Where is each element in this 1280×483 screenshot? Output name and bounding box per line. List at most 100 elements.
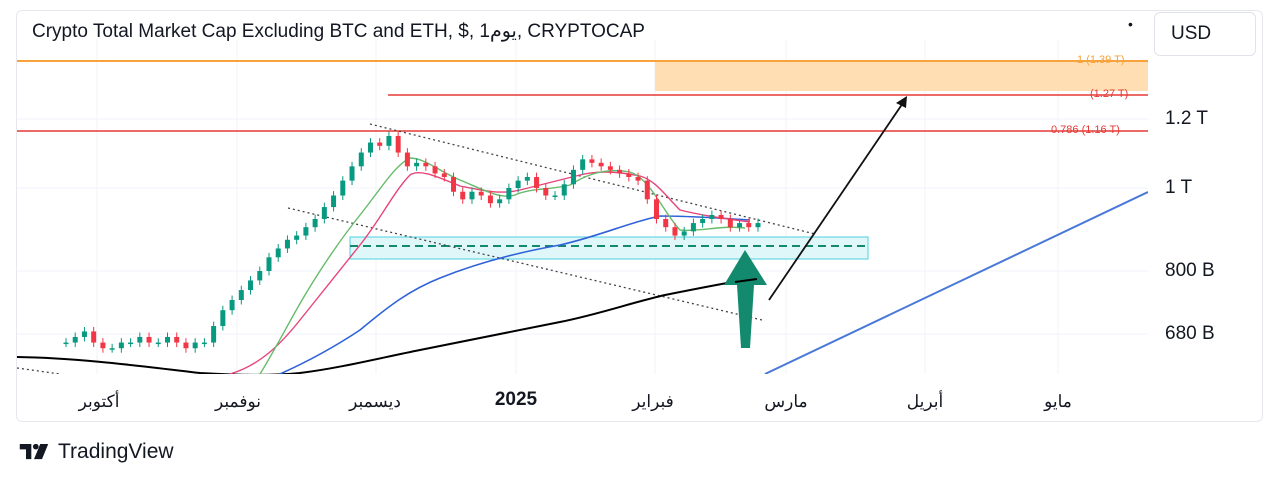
candle-body: [192, 342, 198, 349]
chart-frame: [16, 10, 1263, 422]
candle-body: [681, 231, 687, 236]
candle-body: [543, 188, 549, 196]
candle-body: [460, 191, 466, 200]
candle-body: [737, 223, 743, 228]
time-label-december: ديسمبر: [349, 392, 401, 411]
candle-body: [109, 348, 115, 350]
time-label-march: مارس: [764, 392, 808, 411]
candle-body: [91, 331, 97, 343]
candle-body: [552, 195, 558, 198]
candle-body: [580, 159, 586, 170]
candle-body: [727, 219, 733, 228]
candle-body: [155, 342, 161, 345]
candle-body: [635, 177, 641, 181]
time-label-2025: 2025: [494, 389, 538, 410]
candle-body: [174, 336, 180, 343]
candle-body: [349, 166, 355, 181]
time-label-november: نوفمبر: [215, 392, 261, 411]
candle-body: [469, 191, 475, 200]
candle-body: [211, 326, 217, 343]
candle-body: [100, 342, 106, 349]
candle-body: [248, 280, 254, 291]
candle-body: [497, 199, 503, 204]
candle-body: [441, 173, 447, 178]
candle-body: [487, 195, 493, 204]
candle-body: [626, 173, 632, 178]
time-label-april: أبريل: [906, 392, 944, 411]
green-up-arrow: [724, 250, 767, 348]
candle-body: [284, 239, 290, 249]
candle-body: [220, 310, 226, 327]
candle-body: [690, 223, 696, 232]
candle-body: [146, 336, 152, 343]
candle-body: [229, 299, 235, 311]
fib-label-0786: 0.786 (1.16 T): [1051, 124, 1120, 136]
candle-body: [312, 219, 318, 228]
candle-body: [709, 214, 715, 220]
price-label-1t: 1 T: [1165, 177, 1193, 198]
candle-body: [414, 162, 420, 167]
candle-body: [478, 191, 484, 196]
blue-trend-line: [764, 191, 1148, 374]
price-label-1-2t: 1.2 T: [1165, 108, 1208, 129]
candle-body: [672, 227, 678, 236]
candle-body: [644, 180, 650, 200]
candle-body: [404, 152, 410, 167]
channel-lower: [287, 207, 763, 321]
candle-body: [63, 342, 69, 345]
candle-body: [386, 136, 392, 146]
candle-body: [755, 223, 761, 228]
candle-body: [367, 142, 373, 153]
time-label-october: أكتوبر: [78, 392, 120, 411]
ma-black: [17, 277, 756, 374]
candle-body: [451, 177, 457, 192]
candle-body: [700, 219, 706, 224]
candle-body: [718, 214, 724, 220]
candle-body: [331, 195, 337, 208]
time-label-february: فبراير: [632, 392, 674, 411]
candle-body: [423, 162, 429, 167]
candle-body: [183, 342, 189, 349]
candlestick-series: [63, 131, 761, 353]
candle-body: [506, 188, 512, 200]
candle-body: [589, 159, 595, 163]
candle-body: [524, 177, 530, 181]
tradingview-logo-icon: [19, 443, 49, 460]
channel-upper: [369, 123, 816, 235]
candle-body: [201, 342, 207, 345]
more-dot-icon[interactable]: •: [1128, 16, 1133, 32]
brand-name: TradingView: [58, 440, 174, 463]
chart-title: Crypto Total Market Cap Excluding BTC an…: [32, 21, 645, 42]
candle-body: [377, 142, 383, 146]
candle-body: [746, 223, 752, 228]
black-ray: [734, 278, 758, 283]
candle-body: [303, 227, 309, 236]
candle-body: [617, 169, 623, 174]
price-label-680b: 680 B: [1165, 323, 1215, 344]
support-zone: [349, 236, 869, 260]
currency-button[interactable]: USD: [1154, 12, 1256, 56]
tradingview-brand[interactable]: TradingView: [18, 440, 174, 464]
candle-body: [654, 199, 660, 220]
candle-body: [534, 177, 540, 188]
candle-body: [137, 336, 143, 343]
fib-label-127: (1.27 T): [1090, 88, 1129, 100]
candle-body: [128, 342, 134, 345]
candle-body: [663, 219, 669, 228]
time-label-may: مايو: [1044, 392, 1072, 411]
channel-bottom-left: [17, 367, 61, 374]
candle-body: [266, 257, 272, 271]
candle-body: [81, 331, 87, 337]
candle-body: [238, 290, 244, 300]
ma-green: [259, 157, 746, 374]
ma-pink: [229, 171, 751, 374]
fib-label-1: 1 (1.39 T): [1077, 54, 1125, 66]
candle-body: [257, 271, 263, 281]
candle-body: [607, 166, 613, 170]
candle-body: [358, 152, 364, 167]
candle-body: [561, 184, 567, 196]
candle-body: [294, 235, 300, 240]
candle-body: [515, 180, 521, 188]
ma-blue: [279, 215, 751, 374]
